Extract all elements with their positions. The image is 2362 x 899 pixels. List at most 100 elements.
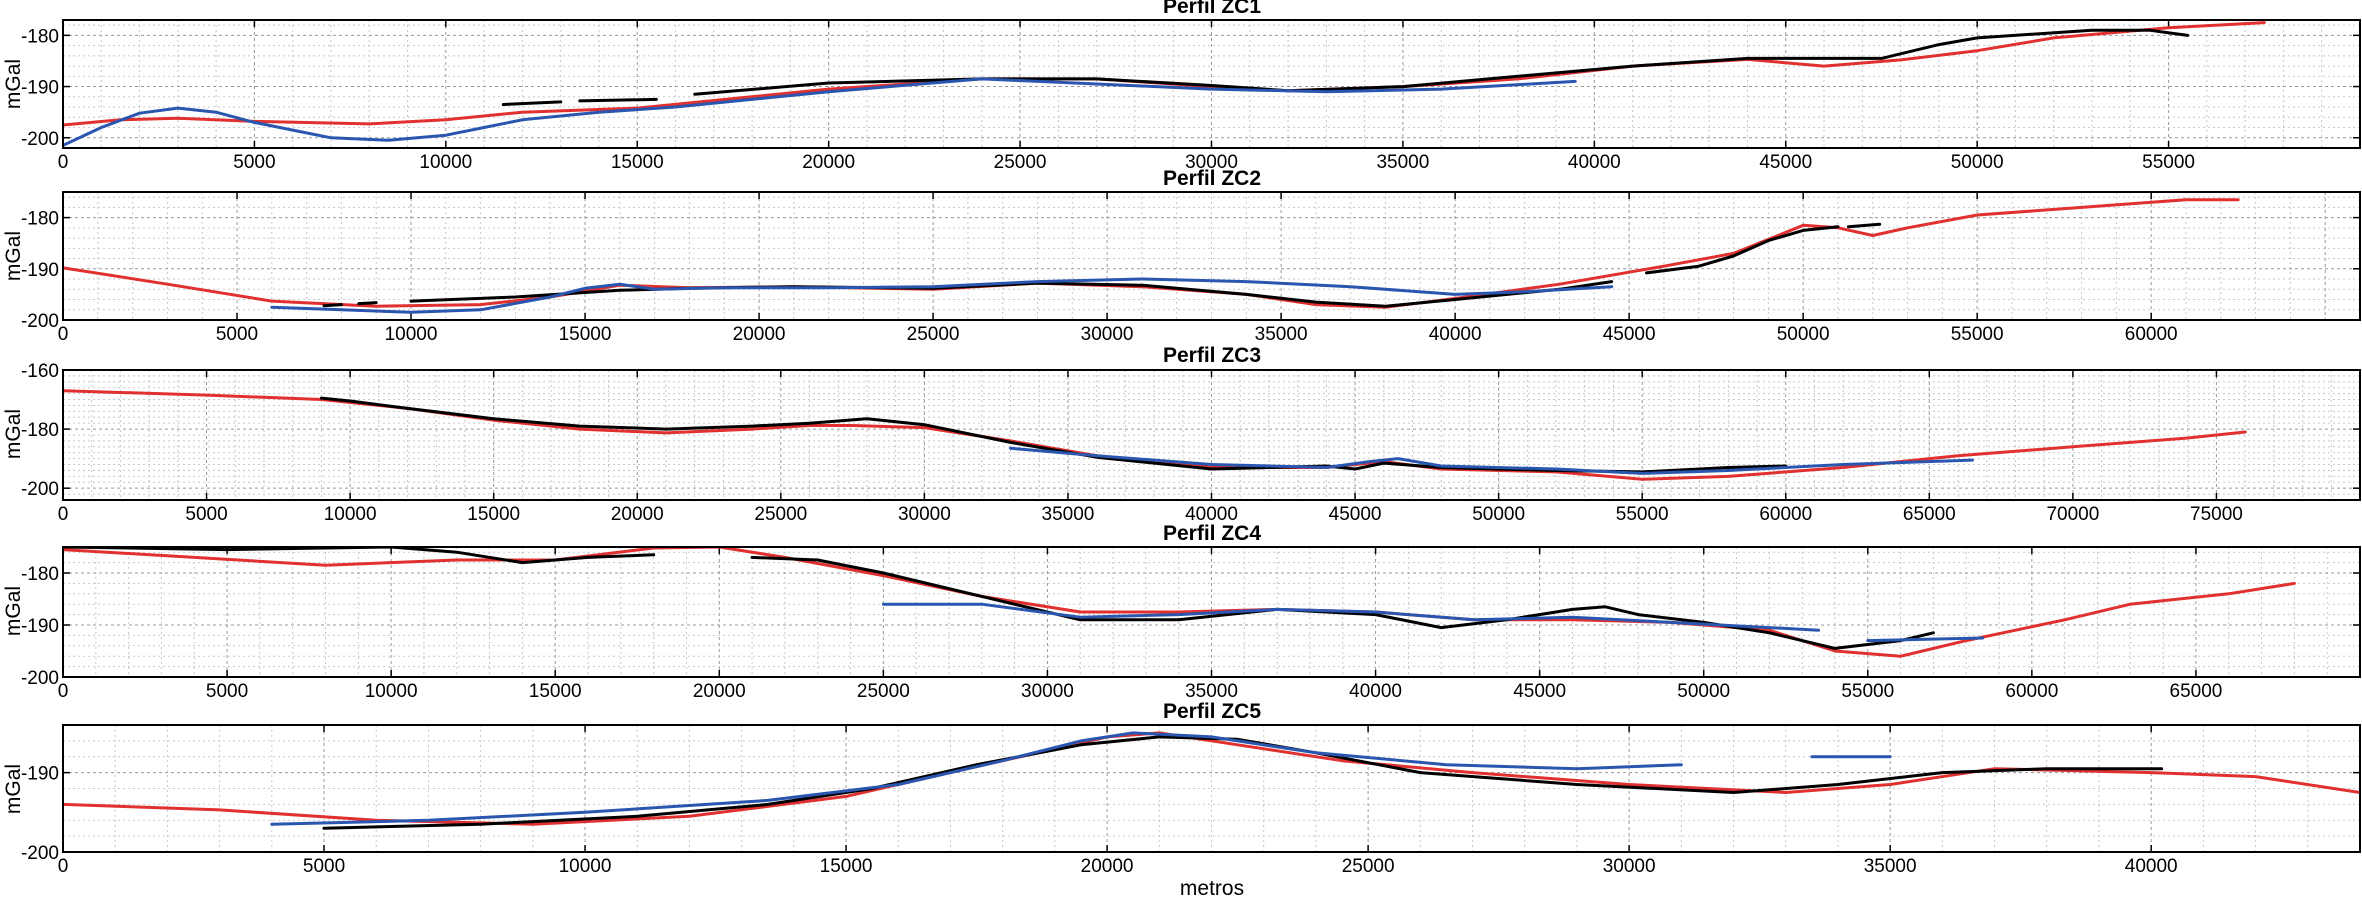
y-axis-label: mGal xyxy=(2,409,25,459)
y-tick-label: -180 xyxy=(21,420,59,441)
x-tick-label: 0 xyxy=(58,324,69,345)
x-tick-label: 50000 xyxy=(1777,324,1830,345)
x-tick-label: 55000 xyxy=(2142,152,2195,173)
panel-zc2: 0 5000 10000 15000 20000 25000 30000 35000 40000… xyxy=(2,167,2361,345)
x-tick-label: 20000 xyxy=(1081,856,1134,877)
x-tick-label: 35000 xyxy=(1042,504,1095,525)
y-tick-label: -160 xyxy=(21,361,59,382)
x-tick-label: 10000 xyxy=(419,152,472,173)
x-tick-label: 10000 xyxy=(559,856,612,877)
x-tick-label: 60000 xyxy=(2005,681,2058,702)
series-line-black xyxy=(1645,225,1840,275)
x-tick-label: 65000 xyxy=(2170,681,2223,702)
series-line-blue xyxy=(881,602,1821,632)
x-tick-label: 40000 xyxy=(1568,152,1621,173)
chart-title: Perfil ZC2 xyxy=(1163,167,1261,190)
x-tick-label: 50000 xyxy=(1677,681,1730,702)
y-tick-label: -190 xyxy=(21,260,59,281)
chart-title: Perfil ZC5 xyxy=(1163,700,1261,723)
y-tick-label: -200 xyxy=(21,668,59,689)
x-tick-label: 10000 xyxy=(324,504,377,525)
x-tick-label: 20000 xyxy=(802,152,855,173)
x-tick-label: 50000 xyxy=(1472,504,1525,525)
x-tick-label: 15000 xyxy=(820,856,873,877)
x-tick-label: 35000 xyxy=(1255,324,1308,345)
x-tick-label: 5000 xyxy=(216,324,258,345)
x-tick-label: 30000 xyxy=(1603,856,1656,877)
y-tick-label: -200 xyxy=(21,129,59,150)
x-tick-label: 20000 xyxy=(693,681,746,702)
plot-frame xyxy=(62,19,2361,149)
chart-title: Perfil ZC3 xyxy=(1163,344,1261,367)
x-tick-label: 45000 xyxy=(1329,504,1382,525)
series-line-black xyxy=(693,28,2190,96)
x-tick-label: 40000 xyxy=(1185,504,1238,525)
series-line-black xyxy=(63,547,656,565)
x-tick-label: 25000 xyxy=(857,681,910,702)
plot-frame xyxy=(62,191,2361,321)
series-line-black xyxy=(322,735,2164,830)
panel-zc5: 0 5000 10000 15000 20000 25000 30000 35000 40000… xyxy=(2,700,2361,899)
series-line-black xyxy=(357,301,378,306)
x-tick-label: 30000 xyxy=(1021,681,1074,702)
x-tick-label: 5000 xyxy=(206,681,248,702)
x-tick-label: 0 xyxy=(58,681,69,702)
x-tick-label: 35000 xyxy=(1185,681,1238,702)
x-tick-label: 15000 xyxy=(467,504,520,525)
plot-area xyxy=(63,725,2360,852)
x-tick-label: 25000 xyxy=(754,504,807,525)
x-tick-label: 55000 xyxy=(1616,504,1669,525)
y-tick-label: -180 xyxy=(21,209,59,230)
x-tick-label: 5000 xyxy=(185,504,227,525)
y-axis-label: mGal xyxy=(2,59,25,109)
y-tick-label: -190 xyxy=(21,764,59,785)
series-group xyxy=(63,547,2296,658)
series-line-blue xyxy=(63,77,1577,147)
grid xyxy=(62,369,2361,501)
x-tick-label: 50000 xyxy=(1951,152,2004,173)
x-tick-label: 40000 xyxy=(1429,324,1482,345)
x-tick-label: 10000 xyxy=(385,324,438,345)
series-group xyxy=(63,21,2266,147)
series-line-blue xyxy=(1009,446,1974,475)
x-tick-label: 0 xyxy=(58,856,69,877)
y-tick-label: -200 xyxy=(21,479,59,500)
x-tick-label: 30000 xyxy=(1185,152,1238,173)
x-tick-label: 45000 xyxy=(1513,681,1566,702)
x-tick-label: 35000 xyxy=(1864,856,1917,877)
plot-frame xyxy=(62,546,2361,678)
x-tick-label: 25000 xyxy=(994,152,1047,173)
y-axis-label: mGal xyxy=(2,586,25,636)
x-tick-label: 15000 xyxy=(559,324,612,345)
x-tick-label: 75000 xyxy=(2190,504,2243,525)
series-line-black xyxy=(1846,222,1882,229)
series-line-black xyxy=(322,303,343,308)
y-axis-label: mGal xyxy=(2,764,25,814)
plot-frame xyxy=(62,724,2361,853)
grid xyxy=(62,20,2361,149)
panel-zc3: 0 5000 10000 15000 20000 25000 30000 35000 40000… xyxy=(2,344,2361,525)
x-tick-label: 40000 xyxy=(1349,681,1402,702)
x-tick-label: 0 xyxy=(58,504,69,525)
x-tick-label: 20000 xyxy=(733,324,786,345)
y-tick-label: -200 xyxy=(21,311,59,332)
x-tick-label: 15000 xyxy=(611,152,664,173)
y-tick-label: -200 xyxy=(21,843,59,864)
x-tick-label: 70000 xyxy=(2046,504,2099,525)
series-line-black xyxy=(501,100,563,106)
series-line-blue xyxy=(1866,636,1985,643)
x-tick-label: 60000 xyxy=(1759,504,1812,525)
x-tick-label: 40000 xyxy=(2125,856,2178,877)
x-tick-label: 35000 xyxy=(1376,152,1429,173)
x-tick-label: 25000 xyxy=(1342,856,1395,877)
series-line-black xyxy=(578,97,658,103)
series-line-blue xyxy=(270,277,1614,314)
y-tick-label: -190 xyxy=(21,78,59,99)
x-tick-label: 15000 xyxy=(529,681,582,702)
y-tick-label: -190 xyxy=(21,616,59,637)
series-group xyxy=(63,389,2247,481)
x-tick-label: 30000 xyxy=(1081,324,1134,345)
chart-title: Perfil ZC1 xyxy=(1163,0,1261,18)
x-tick-label: 65000 xyxy=(1903,504,1956,525)
